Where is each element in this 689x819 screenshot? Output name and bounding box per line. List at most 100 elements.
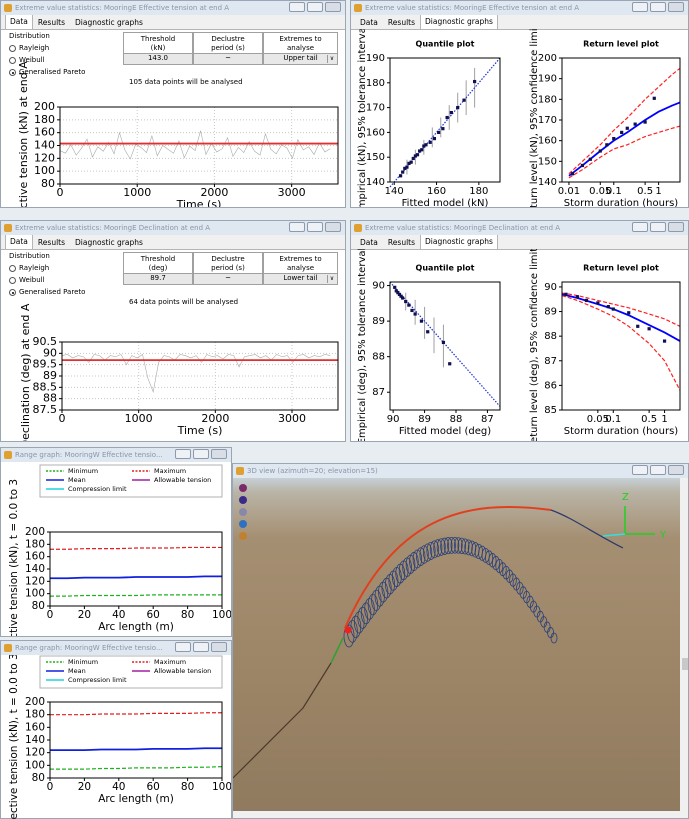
table-cell[interactable]: Upper tail ∨: [263, 53, 338, 65]
radio-button[interactable]: [9, 69, 16, 76]
table-header: Threshold (kN): [123, 32, 193, 54]
radio-button[interactable]: [9, 265, 16, 272]
horizontal-scrollbar[interactable]: [233, 811, 689, 819]
close-button[interactable]: [211, 449, 227, 459]
coil: [447, 536, 456, 554]
tab[interactable]: Results: [37, 238, 66, 247]
tab[interactable]: Data: [5, 14, 33, 29]
coil: [384, 574, 395, 595]
dropdown-arrow[interactable]: ∨: [327, 55, 336, 63]
header-line: Extremes to: [279, 35, 322, 43]
close-button[interactable]: [325, 222, 341, 232]
maximize-button[interactable]: [193, 449, 209, 459]
coil: [364, 598, 375, 620]
toolbar-icon[interactable]: [239, 520, 247, 528]
window-title: Extreme value statistics: MooringE Decli…: [365, 224, 561, 232]
window-content: [351, 250, 688, 441]
coil: [547, 627, 555, 639]
table-cell[interactable]: 89.7: [123, 273, 193, 285]
minimize-button[interactable]: [289, 2, 305, 12]
cell-value[interactable]: ~: [225, 274, 231, 282]
radio-label[interactable]: Weibull: [19, 276, 45, 284]
minimize-button[interactable]: [289, 222, 305, 232]
close-button[interactable]: [668, 222, 684, 232]
maximize-button[interactable]: [307, 222, 323, 232]
title-bar: Range graph: MooringW Effective tensio..…: [1, 641, 231, 655]
coil: [495, 559, 504, 574]
title-bar: Extreme value statistics: MooringE Effec…: [351, 1, 688, 15]
radio-label[interactable]: Rayleigh: [19, 264, 50, 272]
arch-curve: [344, 505, 552, 629]
radio-button[interactable]: [9, 45, 16, 52]
maximize-button[interactable]: [307, 2, 323, 12]
minimize-button[interactable]: [632, 465, 648, 475]
radio-button[interactable]: [9, 277, 16, 284]
window-title: Extreme value statistics: MooringE Effec…: [15, 4, 230, 12]
tab[interactable]: Results: [387, 238, 416, 247]
tab[interactable]: Diagnostic graphs: [420, 234, 498, 249]
table-header: Extremes to analyse: [263, 32, 338, 54]
close-button[interactable]: [668, 2, 684, 12]
tab[interactable]: Diagnostic graphs: [420, 14, 498, 29]
toolbar-icon[interactable]: [239, 508, 247, 516]
tab[interactable]: Results: [37, 18, 66, 27]
maximize-button[interactable]: [650, 2, 666, 12]
tab[interactable]: Data: [360, 18, 378, 27]
header-line: Threshold: [140, 255, 176, 263]
tab[interactable]: Diagnostic graphs: [75, 18, 143, 27]
minimize-button[interactable]: [175, 449, 191, 459]
tab[interactable]: Data: [5, 234, 33, 249]
scroll-thumb[interactable]: [682, 658, 688, 670]
coil: [453, 537, 463, 554]
maximize-button[interactable]: [193, 642, 209, 652]
coil: [464, 539, 473, 556]
table-header: Threshold (deg): [123, 252, 193, 274]
app-icon: [354, 4, 362, 12]
cell-value[interactable]: 143.0: [147, 54, 169, 62]
title-bar: Extreme value statistics: MooringE Effec…: [1, 1, 345, 15]
header-line: (kN): [150, 44, 166, 52]
analysis-form: Distribution Rayleigh Weibull Generalised P…: [1, 250, 345, 320]
radio-label[interactable]: Rayleigh: [19, 44, 50, 52]
radio-label[interactable]: Generalised Pareto: [19, 288, 86, 296]
dropdown-arrow[interactable]: ∨: [327, 275, 336, 283]
vertical-scrollbar[interactable]: [680, 478, 689, 811]
tab[interactable]: Diagnostic graphs: [75, 238, 143, 247]
radio-label[interactable]: Generalised Pareto: [19, 68, 86, 76]
header-line: Declustre: [211, 35, 245, 43]
tab[interactable]: Data: [360, 238, 378, 247]
window-buttons: [632, 222, 684, 232]
table-cell[interactable]: ~: [193, 53, 263, 65]
coil: [374, 585, 385, 607]
minimize-button[interactable]: [632, 222, 648, 232]
window: 3D view (azimuth=20; elevation=15) Z Y: [232, 463, 689, 819]
cell-value[interactable]: Upper tail: [283, 54, 318, 62]
coil: [367, 593, 379, 616]
table-cell[interactable]: Lower tail ∨: [263, 273, 338, 285]
window-content: [1, 655, 231, 818]
table-cell[interactable]: ~: [193, 273, 263, 285]
coil: [353, 611, 365, 634]
maximize-button[interactable]: [650, 222, 666, 232]
radio-button[interactable]: [9, 289, 16, 296]
coil: [429, 540, 439, 559]
radio-button[interactable]: [9, 57, 16, 64]
maximize-button[interactable]: [650, 465, 666, 475]
coil: [419, 545, 429, 564]
minimize-button[interactable]: [632, 2, 648, 12]
toolbar-icon[interactable]: [239, 484, 247, 492]
cell-value[interactable]: Lower tail: [283, 274, 318, 282]
tab[interactable]: Results: [387, 18, 416, 27]
radio-label[interactable]: Weibull: [19, 56, 45, 64]
cell-value[interactable]: 89.7: [150, 274, 166, 282]
window: Range graph: MooringW Effective tensio..…: [0, 447, 232, 637]
close-button[interactable]: [211, 642, 227, 652]
window: Range graph: MooringW Effective tensio..…: [0, 640, 232, 819]
minimize-button[interactable]: [175, 642, 191, 652]
toolbar-icon[interactable]: [239, 496, 247, 504]
cell-value[interactable]: ~: [225, 54, 231, 62]
toolbar-icon[interactable]: [239, 532, 247, 540]
close-button[interactable]: [325, 2, 341, 12]
table-cell[interactable]: 143.0: [123, 53, 193, 65]
close-button[interactable]: [668, 465, 684, 475]
